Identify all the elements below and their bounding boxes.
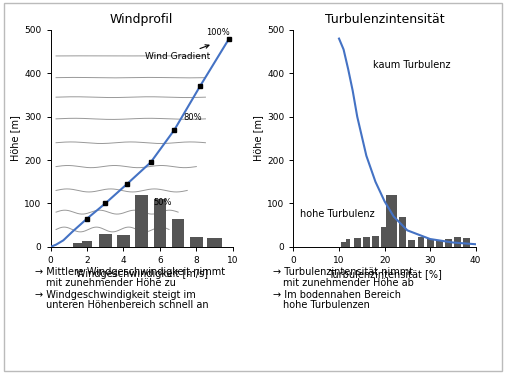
Bar (189, 237, 203, 247)
Bar (453, 237, 460, 247)
Title: Windprofil: Windprofil (110, 13, 173, 26)
Bar (389, 195, 396, 247)
Text: 50%: 50% (153, 197, 172, 207)
Text: kaum Turbulenz: kaum Turbulenz (373, 61, 450, 70)
Bar (207, 238, 221, 247)
Title: Turbulenzintensität: Turbulenzintensität (324, 13, 443, 26)
Bar (408, 240, 415, 247)
Bar (385, 195, 392, 247)
Bar (371, 236, 378, 247)
Bar (98, 234, 112, 247)
Bar (417, 237, 424, 247)
Bar (426, 239, 433, 247)
Bar (153, 199, 166, 247)
Bar (435, 241, 442, 247)
Text: 100%: 100% (206, 28, 230, 37)
Y-axis label: Höhe [m]: Höhe [m] (10, 116, 20, 161)
X-axis label: Windgeschwindigkeit [m/s]: Windgeschwindigkeit [m/s] (76, 269, 207, 279)
Bar (345, 239, 349, 247)
Bar (380, 227, 387, 247)
Bar (340, 242, 345, 247)
Text: hohe Turbulenzen: hohe Turbulenzen (283, 300, 370, 310)
Text: → Mittlere Windgeschwindigkeit nimmt: → Mittlere Windgeschwindigkeit nimmt (35, 267, 225, 278)
X-axis label: Turbulenzintensität [%]: Turbulenzintensität [%] (327, 269, 441, 279)
Bar (135, 195, 148, 247)
Text: → Windgeschwindigkeit steigt im: → Windgeschwindigkeit steigt im (35, 290, 196, 300)
Bar (117, 235, 130, 247)
Bar (444, 239, 451, 247)
Text: → Im bodennahen Bereich: → Im bodennahen Bereich (273, 290, 400, 300)
Bar (353, 238, 360, 247)
Bar (73, 242, 82, 247)
Text: unteren Höhenbereich schnell an: unteren Höhenbereich schnell an (45, 300, 208, 310)
Bar (462, 238, 469, 247)
Text: mit zunehmender Höhe ab: mit zunehmender Höhe ab (283, 278, 414, 288)
Text: hohe Turbulenz: hohe Turbulenz (300, 209, 374, 219)
Bar (171, 219, 184, 247)
Text: → Turbulenzintensität nimmt: → Turbulenzintensität nimmt (273, 267, 413, 278)
Bar (362, 237, 369, 247)
Bar (398, 217, 406, 247)
Text: mit zunehmender Höhe zu: mit zunehmender Höhe zu (45, 278, 175, 288)
Y-axis label: Höhe [m]: Höhe [m] (252, 116, 263, 161)
Text: Wind Gradient: Wind Gradient (145, 45, 210, 61)
Bar (82, 241, 91, 247)
Text: 80%: 80% (183, 113, 202, 122)
